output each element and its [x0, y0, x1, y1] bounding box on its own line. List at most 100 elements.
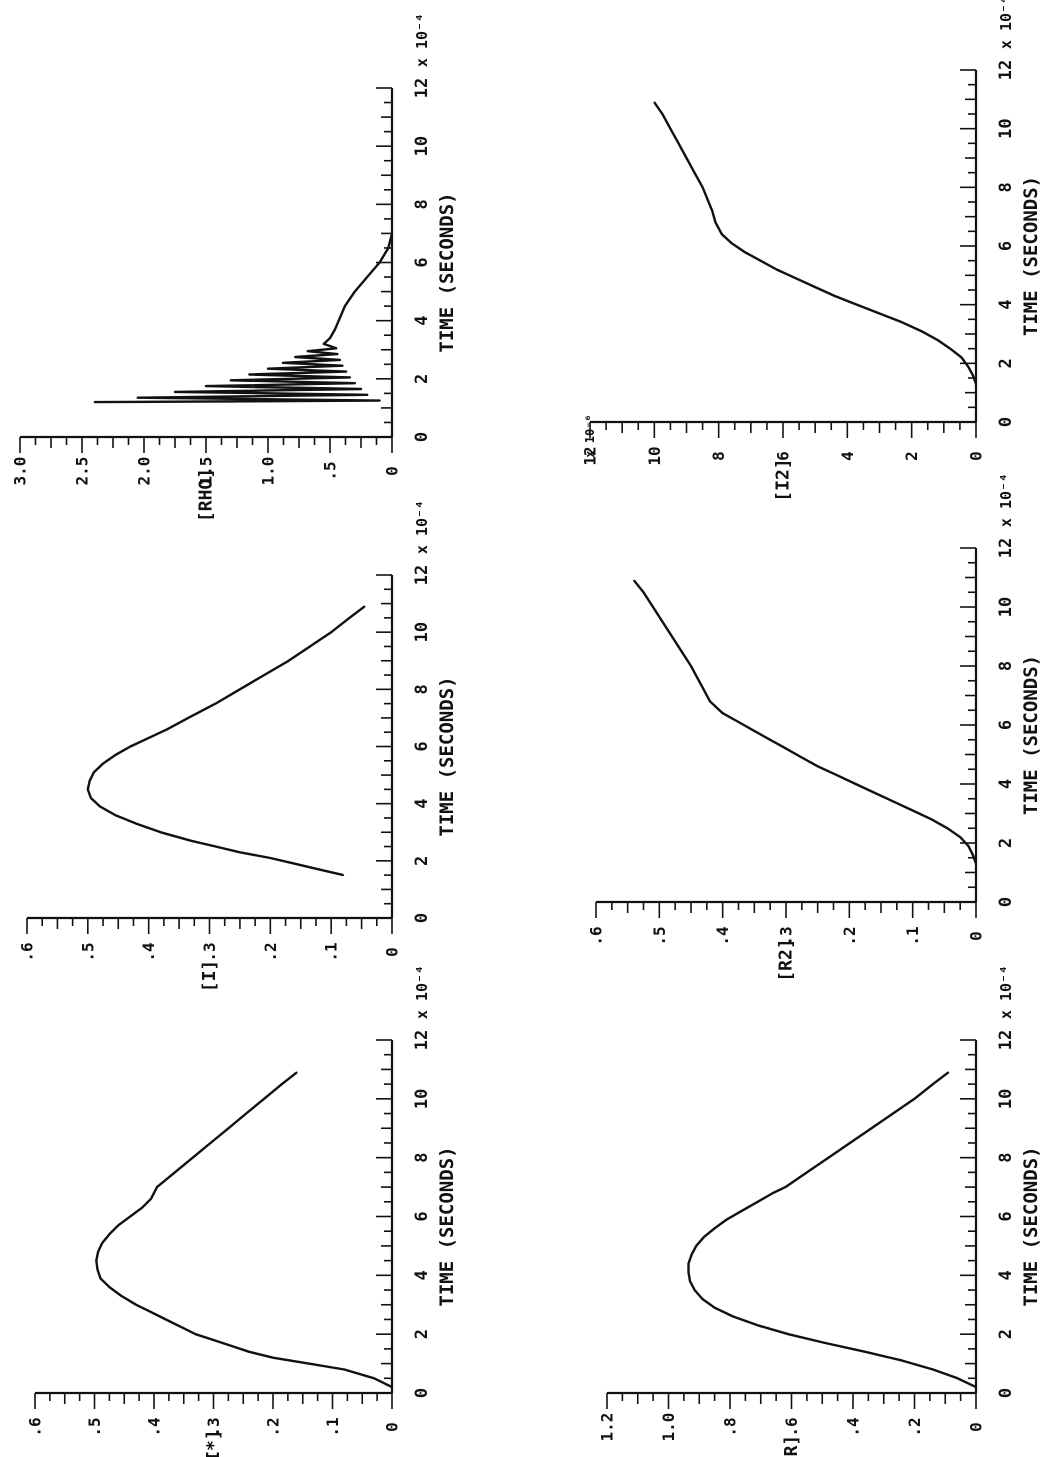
data-point — [120, 1295, 123, 1297]
x-tick-label: 8 — [412, 1153, 432, 1163]
data-point — [329, 337, 331, 339]
data-point — [129, 1215, 131, 1218]
x-axis-title: TIME (SECONDS) — [1020, 1146, 1042, 1306]
data-point — [360, 388, 362, 390]
data-point — [892, 800, 895, 803]
data-point — [342, 874, 345, 876]
y-tick-label: .5 — [85, 1417, 104, 1436]
y-axis-title: [R] — [781, 1435, 802, 1457]
data-point — [335, 347, 338, 350]
y-tick-label: .5 — [321, 461, 340, 480]
y-tick-label: 1.0 — [659, 1413, 678, 1442]
y-tick-label: 6 — [774, 451, 793, 461]
data-point — [108, 1286, 111, 1288]
x-tick-label: 2 — [996, 358, 1016, 368]
data-point — [318, 868, 320, 871]
y-tick-label: 0 — [383, 466, 402, 476]
x-tick-label: 2 — [412, 374, 432, 384]
y-tick-label: .5 — [650, 926, 669, 945]
data-point — [187, 717, 190, 719]
data-point — [267, 367, 269, 370]
data-point — [772, 1192, 774, 1194]
y-tick-label: 0 — [967, 931, 986, 941]
data-point — [296, 1071, 298, 1074]
chart-panel-ci-star: 0 2 4 6 8 10 12 x 10⁻⁴ TIME (SECONDS) 0 .1 .2 .3 .4 .5… — [26, 965, 459, 1457]
data-point — [354, 290, 356, 293]
data-point — [194, 1333, 197, 1335]
chart-panel-crho: 0 2 4 6 8 10 12 x 10⁻⁴ TIME (SECONDS) 0 .5 1.0 1.5 2.… — [11, 13, 459, 522]
y-tick-label: .2 — [261, 942, 280, 961]
chart-panel-ci: 0 2 4 6 8 10 12 x 10⁻⁴ TIME (SECONDS) 0 .1 .2 .3 .4 .5… — [18, 500, 459, 992]
data-point — [345, 370, 347, 373]
y-tick-label: .6 — [587, 926, 606, 945]
data-point — [680, 650, 683, 653]
data-point — [95, 1259, 98, 1262]
data-point — [677, 142, 680, 145]
y-axis-title: [I] — [199, 960, 220, 993]
x-tick-label: 10 — [996, 118, 1016, 138]
data-point — [373, 1377, 375, 1380]
data-point — [856, 303, 858, 306]
y-tick-label: .6 — [782, 1417, 801, 1436]
x-tick-label: 0 — [412, 432, 432, 442]
data-point — [174, 1171, 176, 1174]
x-tick-label: 4 — [412, 799, 432, 809]
data-point — [784, 1186, 787, 1188]
data-point — [775, 268, 778, 271]
series-line-ci — [86, 605, 366, 877]
data-point — [245, 1112, 248, 1115]
data-point — [309, 645, 311, 648]
data-point — [756, 1324, 759, 1327]
data-point — [147, 737, 150, 739]
y-tick-label: 3.0 — [11, 457, 30, 486]
data-point — [706, 198, 709, 200]
data-point — [363, 605, 366, 608]
data-point — [294, 356, 297, 358]
data-point — [709, 700, 711, 703]
data-point — [141, 1206, 143, 1209]
x-tick-label: 8 — [412, 684, 432, 694]
x-multiplier: x 10⁻⁴ — [413, 13, 431, 67]
data-point — [701, 1298, 704, 1300]
data-point — [721, 712, 724, 714]
data-point — [661, 113, 664, 115]
x-tick-label: 10 — [996, 1089, 1016, 1109]
x-axis-title: TIME (SECONDS) — [436, 676, 458, 836]
data-point — [756, 1200, 759, 1203]
data-point — [205, 385, 207, 387]
y-tick-label: 2 — [902, 451, 921, 461]
data-point — [227, 1127, 230, 1130]
y-tick-label: 2.5 — [73, 457, 92, 486]
y-tick-label: .6 — [18, 942, 37, 961]
data-point — [801, 756, 803, 759]
data-point — [737, 721, 740, 723]
data-point — [967, 845, 970, 847]
data-point — [114, 814, 117, 816]
data-point — [88, 780, 91, 782]
x-tick-label: 0 — [412, 1388, 432, 1398]
data-point — [281, 1083, 283, 1085]
y-axis-title: [RHO] — [196, 468, 217, 522]
data-point — [391, 1386, 393, 1388]
data-point — [90, 797, 92, 799]
data-point — [323, 343, 325, 345]
data-point — [975, 862, 977, 865]
series-line-crho — [94, 233, 394, 404]
data-point — [87, 788, 89, 791]
y-tick-label: .8 — [721, 1417, 740, 1436]
data-point — [703, 1236, 705, 1238]
data-point — [956, 1377, 959, 1380]
y-tick-label: 1.2 — [598, 1413, 617, 1442]
data-point — [785, 747, 787, 750]
data-point — [93, 401, 96, 403]
x-tick-label: 6 — [412, 257, 432, 267]
y-tick-label: 10 — [645, 446, 664, 465]
data-point — [816, 765, 819, 768]
y-tick-label: .1 — [903, 926, 922, 945]
x-tick-label: 4 — [996, 1270, 1016, 1280]
data-point — [690, 665, 692, 667]
x-tick-label: 4 — [412, 1270, 432, 1280]
data-point — [827, 1156, 830, 1159]
x-tick-label: 12 — [996, 538, 1016, 558]
data-point — [101, 1242, 104, 1244]
